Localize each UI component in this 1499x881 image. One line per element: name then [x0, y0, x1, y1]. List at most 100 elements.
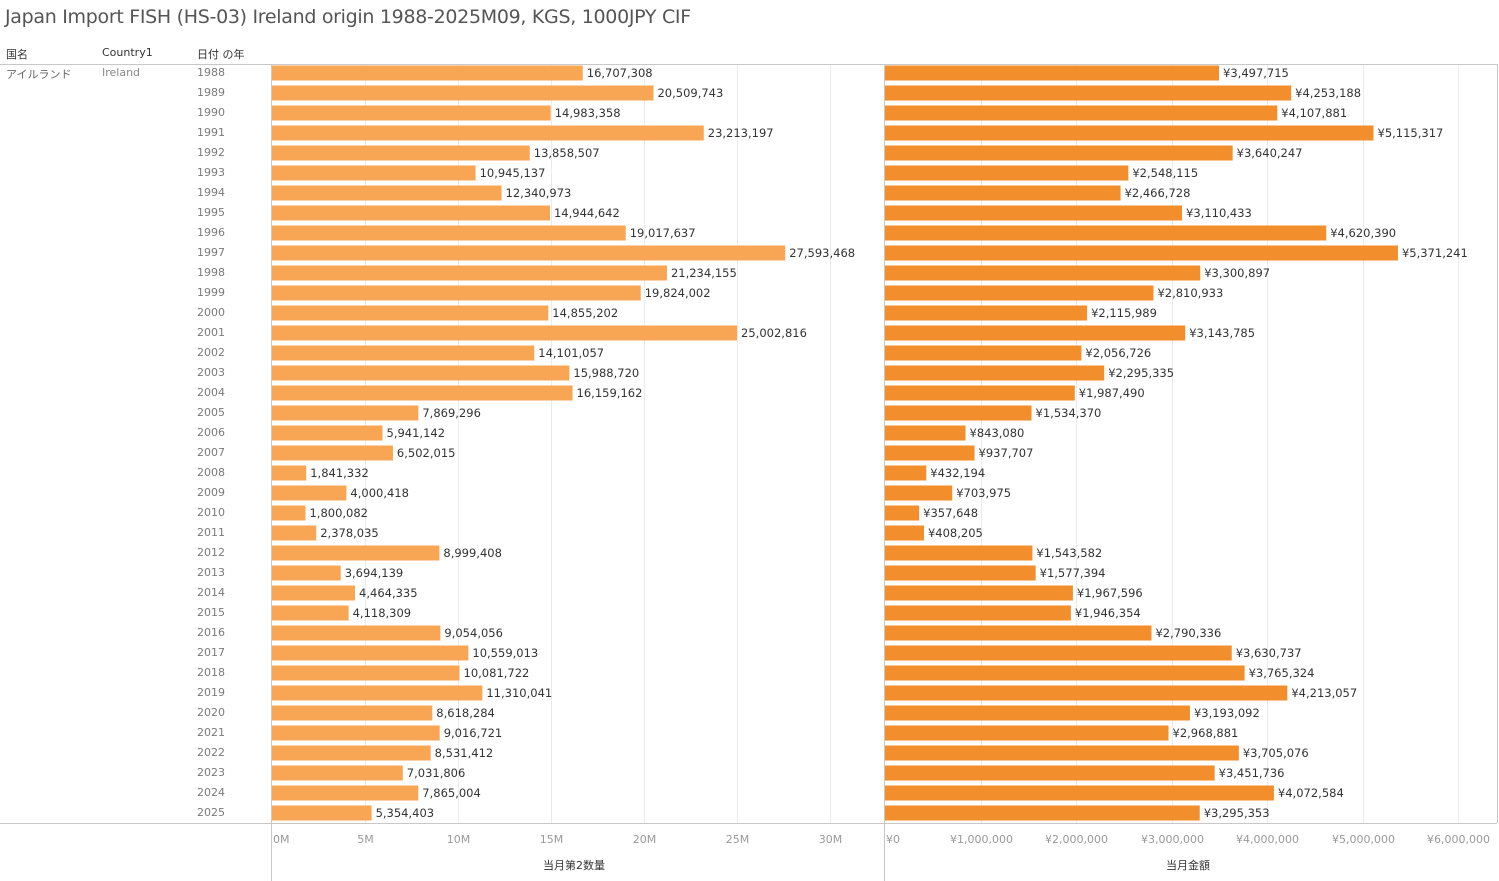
quantity-bar[interactable] — [272, 505, 306, 521]
value-bar[interactable] — [885, 665, 1245, 681]
header-country-jp[interactable]: 国名 — [6, 48, 28, 61]
value-bar[interactable] — [885, 745, 1239, 761]
quantity-bar[interactable] — [272, 65, 583, 81]
quantity-bar[interactable] — [272, 605, 349, 621]
quantity-bar[interactable] — [272, 85, 654, 101]
quantity-bar[interactable] — [272, 545, 440, 561]
value-bar[interactable] — [885, 605, 1071, 621]
value-bar[interactable] — [885, 105, 1278, 121]
value-data-label: ¥3,640,247 — [1237, 146, 1303, 160]
value-bar[interactable] — [885, 225, 1327, 241]
value-bar[interactable] — [885, 365, 1105, 381]
quantity-data-label: 6,502,015 — [397, 446, 456, 460]
value-bar[interactable] — [885, 305, 1088, 321]
quantity-bar[interactable] — [272, 125, 704, 141]
value-bar[interactable] — [885, 505, 920, 521]
value-bar[interactable] — [885, 185, 1121, 201]
quantity-bar[interactable] — [272, 805, 372, 821]
quantity-bar[interactable] — [272, 445, 393, 461]
value-bar[interactable] — [885, 325, 1186, 341]
value-data-label: ¥408,205 — [928, 526, 983, 540]
quantity-bar[interactable] — [272, 685, 483, 701]
value-bar[interactable] — [885, 445, 975, 461]
quantity-bar[interactable] — [272, 385, 573, 401]
quantity-data-label: 15,988,720 — [573, 366, 639, 380]
value-bar[interactable] — [885, 145, 1233, 161]
quantity-bar[interactable] — [272, 585, 356, 601]
quantity-bar[interactable] — [272, 785, 419, 801]
quantity-bar[interactable] — [272, 485, 347, 501]
value-bar[interactable] — [885, 725, 1169, 741]
quantity-data-label: 12,340,973 — [506, 186, 572, 200]
value-data-label: ¥4,072,584 — [1278, 786, 1344, 800]
quantity-bar[interactable] — [272, 325, 738, 341]
quantity-data-label: 14,944,642 — [554, 206, 620, 220]
quantity-data-label: 1,841,332 — [310, 466, 369, 480]
year-label: 1994 — [197, 186, 225, 199]
quantity-bar[interactable] — [272, 725, 440, 741]
quantity-bar[interactable] — [272, 705, 433, 721]
quantity-bar[interactable] — [272, 665, 460, 681]
value-bar[interactable] — [885, 285, 1154, 301]
quantity-bar[interactable] — [272, 625, 441, 641]
value-bar[interactable] — [885, 125, 1374, 141]
quantity-bar[interactable] — [272, 765, 403, 781]
quantity-bar[interactable] — [272, 185, 502, 201]
quantity-bar[interactable] — [272, 565, 341, 581]
value-bar[interactable] — [885, 385, 1075, 401]
value-bar[interactable] — [885, 485, 953, 501]
value-bar[interactable] — [885, 425, 966, 441]
value-bar[interactable] — [885, 545, 1033, 561]
value-tick-label: ¥4,000,000 — [1236, 833, 1299, 846]
quantity-bar[interactable] — [272, 225, 626, 241]
header-country-en[interactable]: Country1 — [102, 46, 153, 59]
quantity-bar[interactable] — [272, 365, 570, 381]
value-bar[interactable] — [885, 85, 1292, 101]
value-bar[interactable] — [885, 805, 1200, 821]
quantity-bar[interactable] — [272, 165, 476, 181]
value-bar[interactable] — [885, 65, 1220, 81]
quantity-bar[interactable] — [272, 745, 431, 761]
quantity-bar[interactable] — [272, 265, 667, 281]
value-bar[interactable] — [885, 565, 1036, 581]
value-bar[interactable] — [885, 685, 1288, 701]
value-bar[interactable] — [885, 265, 1201, 281]
value-bar[interactable] — [885, 625, 1152, 641]
value-bar[interactable] — [885, 645, 1232, 661]
quantity-bar[interactable] — [272, 285, 641, 301]
value-bar[interactable] — [885, 765, 1215, 781]
value-bar[interactable] — [885, 345, 1082, 361]
value-bar[interactable] — [885, 585, 1073, 601]
value-bar[interactable] — [885, 245, 1398, 261]
value-bar[interactable] — [885, 705, 1190, 721]
value-bar[interactable] — [885, 525, 924, 541]
value-pane-left-border — [884, 64, 885, 881]
quantity-bar[interactable] — [272, 425, 383, 441]
year-label: 2001 — [197, 326, 225, 339]
quantity-bar[interactable] — [272, 305, 549, 321]
quantity-data-label: 4,464,335 — [359, 586, 418, 600]
quantity-data-label: 8,531,412 — [435, 746, 494, 760]
quantity-bar[interactable] — [272, 205, 550, 221]
quantity-bar[interactable] — [272, 245, 786, 261]
chart-title: Japan Import FISH (HS-03) Ireland origin… — [5, 6, 691, 28]
value-bar[interactable] — [885, 165, 1129, 181]
value-bar[interactable] — [885, 405, 1032, 421]
quantity-bar[interactable] — [272, 525, 317, 541]
value-bar[interactable] — [885, 785, 1274, 801]
value-data-label: ¥3,451,736 — [1219, 766, 1285, 780]
value-bar[interactable] — [885, 465, 927, 481]
quantity-data-label: 11,310,041 — [486, 686, 552, 700]
quantity-bar[interactable] — [272, 345, 535, 361]
value-data-label: ¥3,143,785 — [1189, 326, 1255, 340]
row-label-country-jp: アイルランド — [6, 68, 72, 81]
quantity-bar[interactable] — [272, 145, 530, 161]
quantity-bar[interactable] — [272, 105, 551, 121]
quantity-bar[interactable] — [272, 645, 469, 661]
quantity-bar[interactable] — [272, 405, 419, 421]
value-bar[interactable] — [885, 205, 1183, 221]
quantity-bar[interactable] — [272, 465, 307, 481]
header-year[interactable]: 日付 の年 — [197, 48, 245, 61]
value-data-label: ¥3,630,737 — [1236, 646, 1302, 660]
year-label: 1989 — [197, 86, 225, 99]
